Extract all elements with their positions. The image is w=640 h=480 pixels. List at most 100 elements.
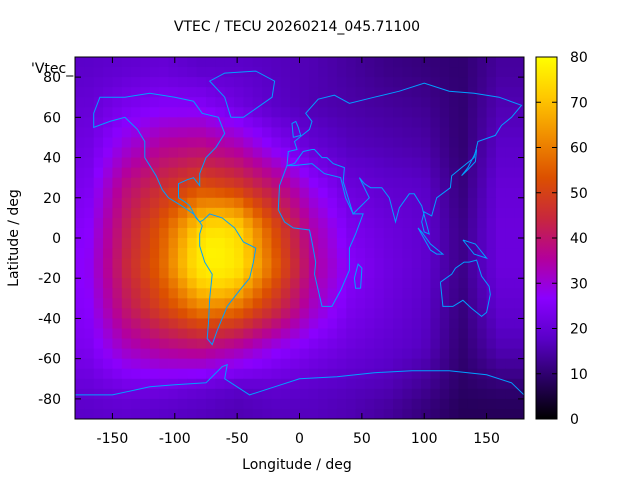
heat-cell — [346, 117, 357, 128]
heat-cell — [243, 87, 254, 98]
heat-cell — [196, 177, 207, 189]
heat-cell — [486, 398, 497, 410]
heat-cell — [103, 338, 114, 350]
heat-cell — [234, 177, 244, 189]
heat-cell — [252, 268, 263, 279]
heat-cell — [168, 147, 179, 159]
heat-cell — [402, 388, 413, 400]
heat-cell — [140, 167, 151, 179]
heat-cell — [196, 288, 207, 299]
heat-cell — [93, 288, 104, 299]
heat-cell — [280, 197, 291, 209]
heat-cell — [159, 187, 170, 199]
heat-cell — [224, 248, 235, 259]
heat-cell — [112, 288, 123, 299]
heat-cell — [103, 137, 114, 149]
heat-cell — [393, 368, 403, 380]
heat-cell — [486, 187, 497, 199]
heat-cell — [168, 248, 179, 259]
heat-cell — [355, 348, 366, 360]
heat-cell — [477, 338, 488, 350]
heat-cell — [234, 197, 244, 209]
heat-cell — [514, 227, 524, 239]
heat-cell — [112, 358, 123, 370]
heat-cell — [187, 348, 198, 360]
heat-cell — [262, 117, 273, 128]
heat-cell — [318, 248, 329, 259]
heat-cell — [458, 348, 469, 360]
heat-cell — [149, 77, 160, 88]
heat-cell — [364, 217, 375, 229]
heat-cell — [243, 127, 254, 139]
heat-cell — [262, 358, 273, 370]
heat-cell — [393, 328, 403, 340]
heat-cell — [477, 328, 488, 340]
heat-cell — [243, 167, 254, 179]
heat-cell — [84, 258, 95, 269]
heat-cell — [103, 87, 114, 98]
heat-cell — [346, 137, 357, 149]
heat-cell — [121, 107, 132, 118]
heat-cell — [75, 127, 85, 139]
heat-cell — [308, 157, 319, 169]
heat-cell — [149, 368, 160, 380]
heat-cell — [271, 268, 282, 279]
heat-cell — [168, 177, 179, 189]
heat-cell — [140, 398, 151, 410]
heat-cell — [346, 368, 357, 380]
heat-cell — [486, 358, 497, 370]
heat-cell — [439, 197, 450, 209]
heat-cell — [458, 187, 469, 199]
heat-cell — [234, 388, 244, 400]
heat-cell — [383, 318, 394, 330]
heat-cell — [411, 338, 422, 350]
heat-cell — [308, 378, 319, 390]
heat-cell — [449, 408, 460, 419]
heat-cell — [308, 57, 319, 68]
heat-cell — [327, 348, 338, 360]
heat-cell — [243, 157, 254, 169]
heat-cell — [421, 278, 432, 289]
heat-cell — [336, 167, 347, 179]
heat-cell — [327, 167, 338, 179]
heat-cell — [346, 318, 357, 330]
heat-cell — [318, 187, 329, 199]
heat-cell — [149, 388, 160, 400]
heat-cell — [196, 167, 207, 179]
heat-cell — [131, 127, 142, 139]
heat-cell — [121, 268, 132, 279]
heat-cell — [121, 378, 132, 390]
heat-cell — [168, 97, 179, 108]
heat-cell — [75, 258, 85, 269]
heat-cell — [402, 308, 413, 320]
heat-cell — [140, 328, 151, 340]
heat-cell — [355, 137, 366, 149]
heat-cell — [421, 298, 432, 309]
heat-cell — [374, 157, 385, 169]
heat-cell — [430, 67, 441, 78]
heat-cell — [290, 57, 301, 68]
heat-cell — [449, 97, 460, 108]
heat-cell — [205, 87, 216, 98]
heat-cell — [327, 338, 338, 350]
heat-cell — [383, 358, 394, 370]
heat-cell — [439, 77, 450, 88]
heat-cell — [84, 378, 95, 390]
heat-cell — [252, 408, 263, 419]
heat-cell — [93, 167, 104, 179]
heat-cell — [159, 278, 170, 289]
heat-cell — [374, 318, 385, 330]
heat-cell — [112, 398, 123, 410]
heat-cell — [336, 127, 347, 139]
heat-cell — [430, 177, 441, 189]
heat-cell — [402, 238, 413, 249]
heat-cell — [402, 57, 413, 68]
heat-cell — [168, 398, 179, 410]
heat-cell — [262, 187, 273, 199]
heat-cell — [149, 238, 160, 249]
heat-cell — [439, 107, 450, 118]
heat-cell — [439, 187, 450, 199]
heat-cell — [336, 57, 347, 68]
heat-cell — [262, 167, 273, 179]
heat-cell — [318, 378, 329, 390]
